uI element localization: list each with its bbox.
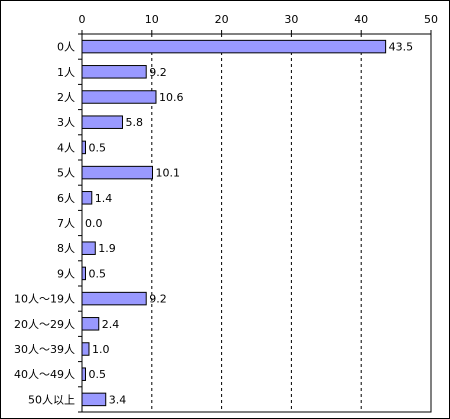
bar-5	[81, 165, 153, 180]
value-label-1: 9.2	[149, 66, 167, 79]
x-tick-label-0: 0	[79, 13, 86, 26]
bar-9	[81, 266, 86, 281]
category-label-0: 0人	[57, 41, 75, 54]
category-labels: 0人 1人 2人 3人 4人 5人 6人 7人 8人 9人 10人～19人 20人～29人 30人～39…	[14, 41, 75, 407]
category-label-11: 20人～29人	[14, 318, 75, 331]
category-label-10: 10人～19人	[14, 293, 75, 306]
category-label-6: 6人	[57, 192, 75, 205]
bar-1	[81, 65, 147, 79]
x-tick-label-40: 40	[354, 13, 368, 26]
category-label-13: 40人～49人	[14, 368, 75, 381]
value-label-7: 0.0	[85, 217, 103, 230]
value-label-8: 1.9	[98, 242, 116, 255]
bar-13	[81, 367, 86, 381]
value-label-12: 1.0	[92, 343, 110, 356]
axes	[78, 30, 432, 413]
bar-8	[81, 241, 96, 255]
value-label-0: 43.5	[389, 41, 414, 54]
category-label-4: 4人	[57, 141, 75, 154]
category-label-9: 9人	[57, 267, 75, 280]
x-tick-label-10: 10	[145, 13, 159, 26]
value-label-4: 0.5	[88, 141, 106, 154]
value-label-13: 0.5	[88, 368, 106, 381]
category-label-3: 3人	[57, 116, 75, 129]
category-label-5: 5人	[57, 167, 75, 180]
bars	[81, 39, 387, 407]
bar-0	[81, 39, 387, 54]
bar-4	[81, 140, 86, 155]
bar-2	[81, 90, 157, 104]
value-label-11: 2.4	[102, 318, 120, 331]
category-label-8: 8人	[57, 242, 75, 255]
x-tick-label-30: 30	[284, 13, 298, 26]
bar-10	[81, 291, 147, 306]
category-label-14: 50人以上	[28, 393, 75, 406]
bar-3	[81, 115, 123, 129]
value-label-14: 3.4	[109, 393, 127, 406]
x-tick-label-20: 20	[215, 13, 229, 26]
category-label-7: 7人	[57, 217, 75, 230]
value-label-2: 10.6	[159, 91, 184, 104]
x-tick-labels: 0 10 20 30 40 50	[79, 13, 439, 26]
value-label-9: 0.5	[88, 267, 106, 280]
bar-11	[81, 317, 100, 331]
category-label-2: 2人	[57, 91, 75, 104]
category-label-12: 30人～39人	[14, 343, 75, 356]
bar-12	[81, 342, 90, 356]
plot-area-border	[81, 33, 432, 413]
value-label-3: 5.8	[125, 116, 143, 129]
value-label-10: 9.2	[149, 293, 167, 306]
category-label-1: 1人	[57, 66, 75, 79]
bar-6	[81, 191, 93, 205]
x-tick-label-50: 50	[424, 13, 438, 26]
value-label-6: 1.4	[95, 192, 113, 205]
bar-14	[81, 392, 107, 407]
value-label-5: 10.1	[155, 167, 180, 180]
value-labels: 43.5 9.2 10.6 5.8 0.5 10.1 1.4 0.0 1.9 0.5 9.2 2.4 1…	[85, 41, 413, 407]
